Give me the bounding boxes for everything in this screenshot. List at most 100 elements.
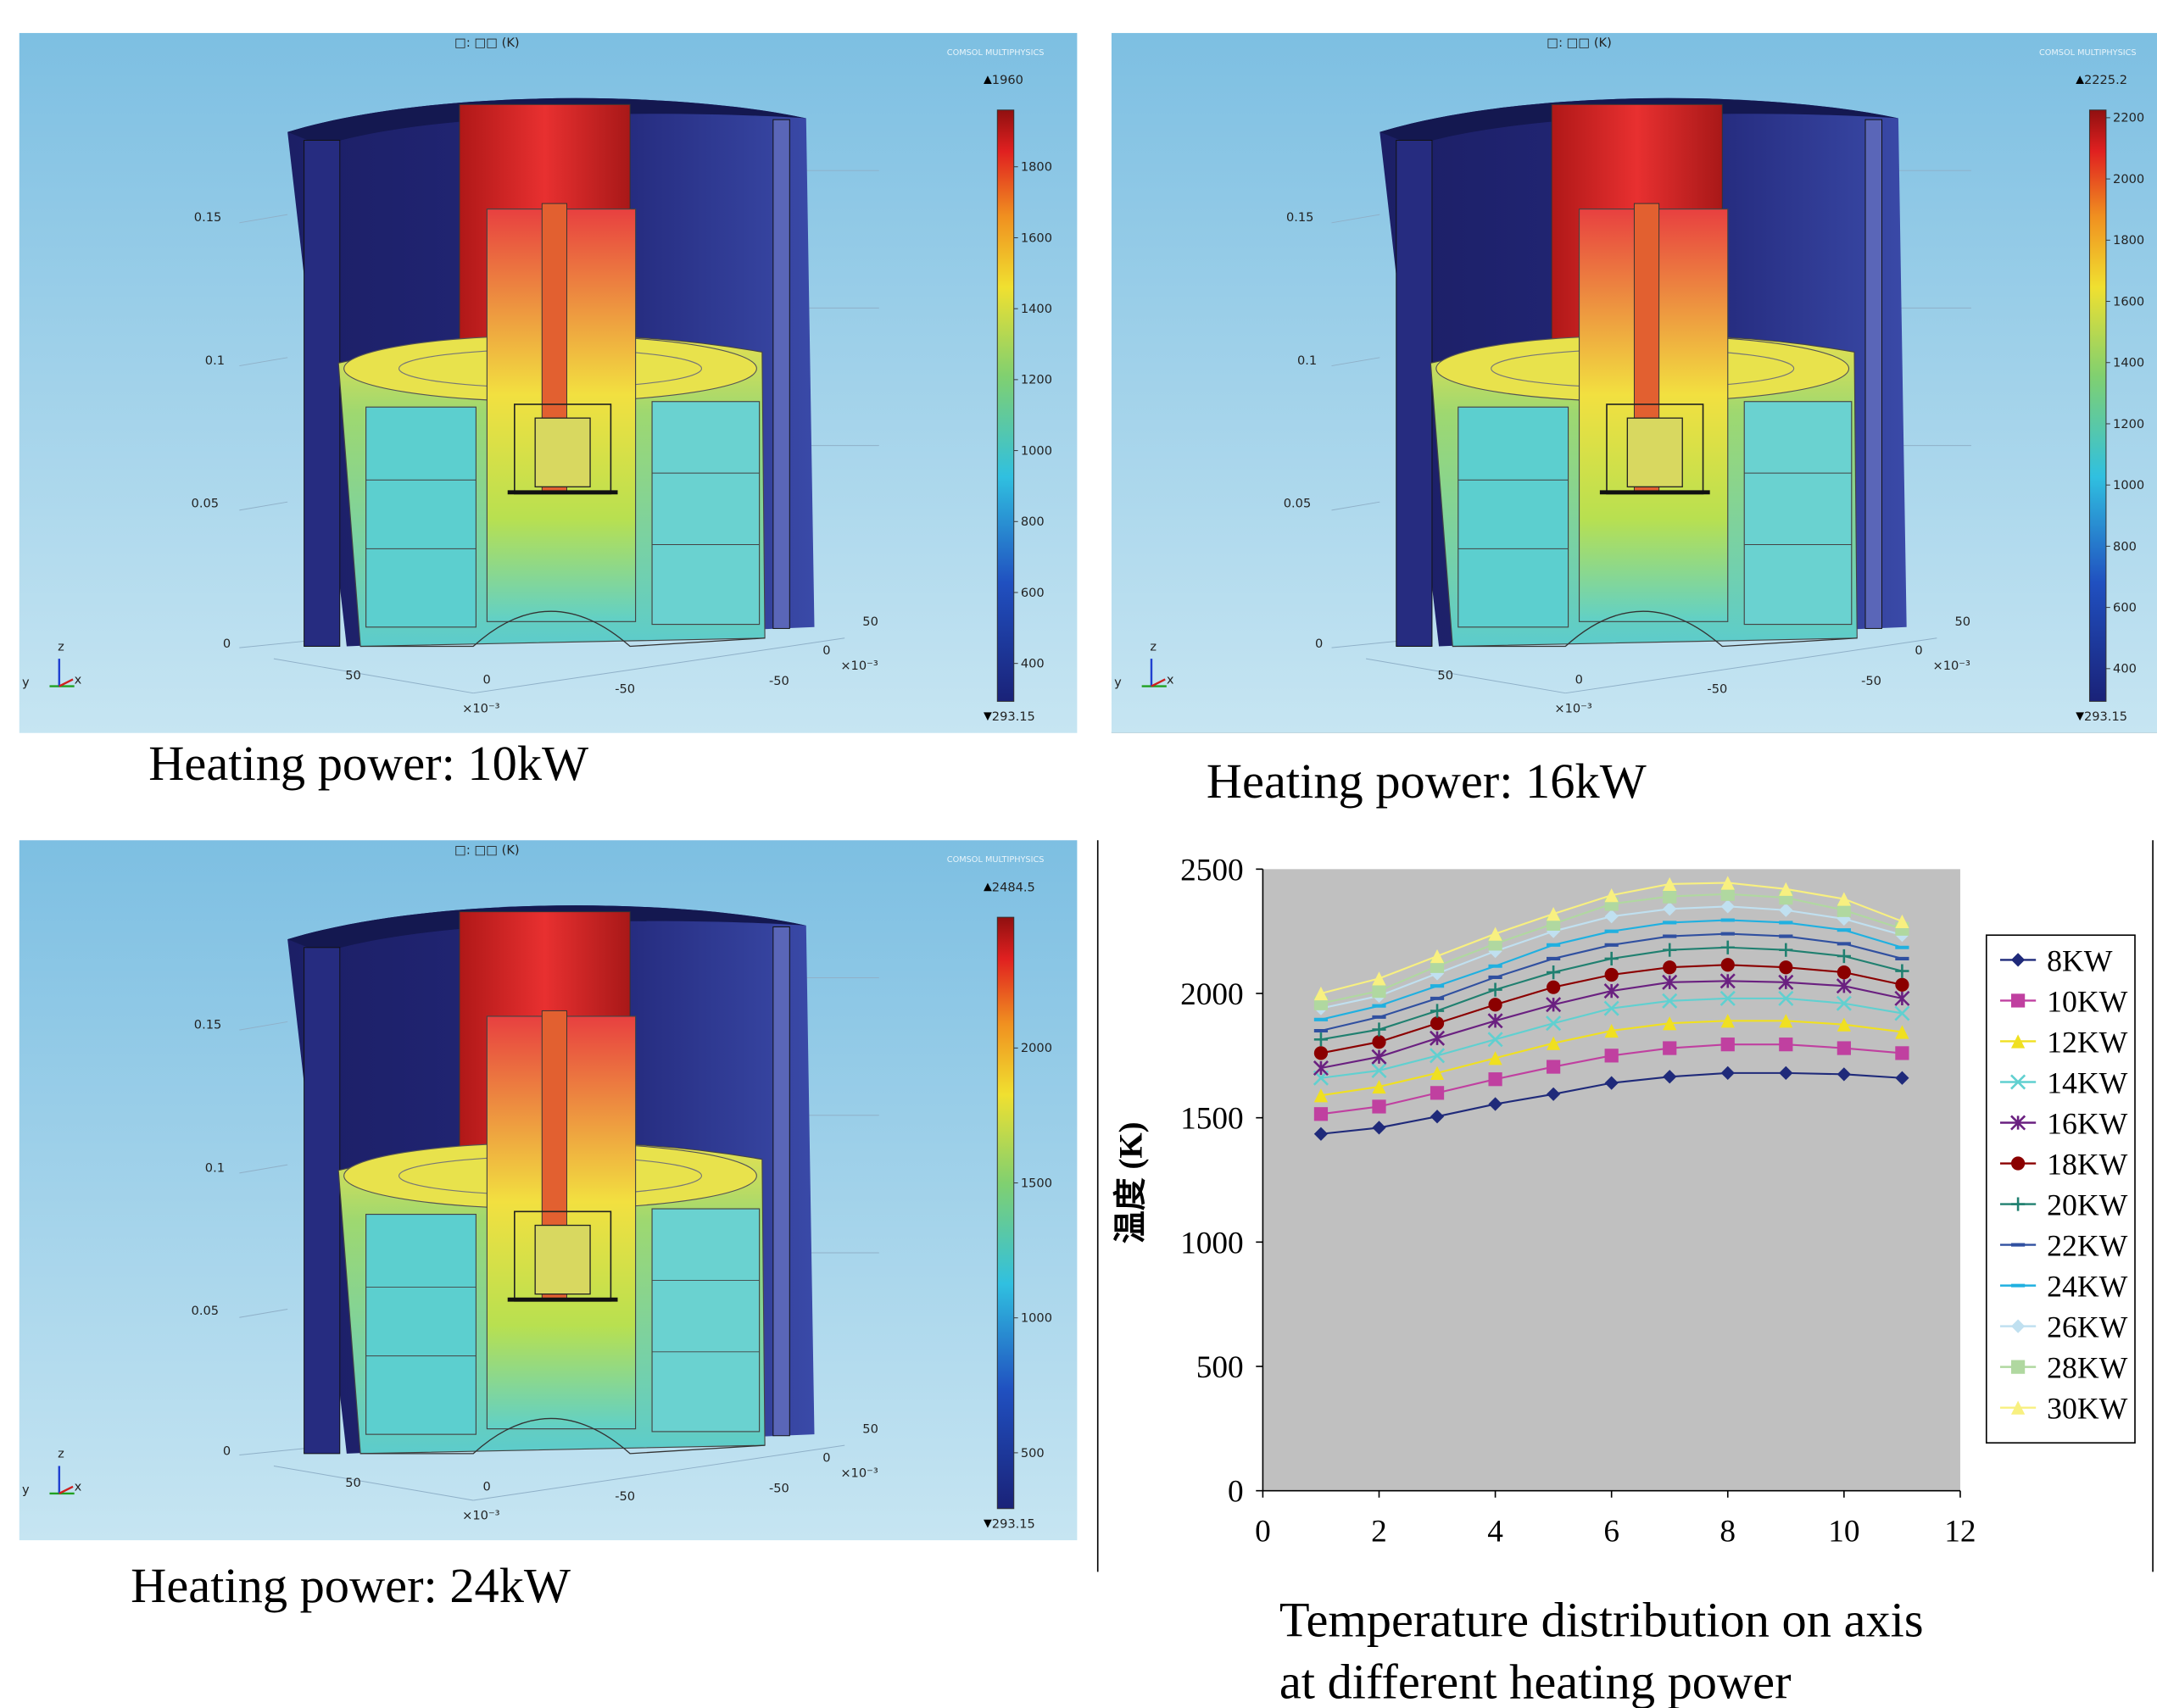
marker (1895, 977, 1909, 992)
marker (1604, 1023, 1619, 1038)
legend-label: 22KW (2047, 1229, 2127, 1263)
marker (1779, 1038, 1793, 1052)
legend-label: 10KW (2047, 984, 2127, 1018)
marker (1720, 899, 1735, 914)
axis-label: 0.05 (192, 1304, 220, 1318)
marker (1837, 1017, 1851, 1032)
plot-title: □: □□ (K) (454, 36, 520, 50)
simulation-image (1112, 33, 2157, 733)
axis-label: 50 (862, 615, 878, 629)
colorbar-tick-label: 800 (1021, 515, 1045, 529)
max-marker (984, 882, 992, 892)
marker (1604, 967, 1619, 982)
marker (1372, 1022, 1386, 1037)
y-tick-label: 0 (1228, 1475, 1244, 1510)
marker (1663, 960, 1677, 975)
marker (2010, 1197, 2026, 1211)
marker (1372, 1035, 1386, 1049)
marker (1719, 973, 1736, 989)
marker (1604, 909, 1619, 924)
y-tick-label: 2000 (1180, 977, 1244, 1012)
axis-label: 0 (483, 1480, 491, 1494)
simulation-panel: □: □□ (K) COMSOL MULTIPHYSICS 1960 293.15 40… (20, 33, 1078, 733)
marker (2010, 1034, 2026, 1049)
colorbar-tick-label: 1000 (1021, 443, 1052, 458)
min-marker (984, 712, 992, 721)
axis-label: 0 (1915, 643, 1922, 658)
axis-label: 0 (223, 1444, 231, 1458)
colorbar-tick-label: 600 (1021, 586, 1045, 600)
colorbar (2088, 109, 2107, 702)
marker (1604, 1049, 1619, 1063)
marker (1663, 876, 1677, 892)
marker (1313, 1032, 1329, 1047)
axis-label: -50 (615, 682, 635, 697)
axis-label: 50 (345, 1476, 361, 1490)
marker (1371, 1062, 1387, 1078)
marker (1547, 1036, 1561, 1050)
marker (1836, 995, 1852, 1011)
legend-label: 20KW (2047, 1188, 2127, 1222)
triad-label: y (22, 676, 30, 690)
marker (1663, 1041, 1677, 1055)
marker (1546, 997, 1562, 1013)
marker (1488, 982, 1502, 997)
simulation-image (20, 840, 1078, 1540)
marker (2010, 1400, 2026, 1415)
colorbar (996, 916, 1015, 1510)
axis-label: 50 (1954, 615, 1970, 629)
marker (1663, 902, 1677, 916)
colorbar-tick-label: 1000 (1021, 1311, 1052, 1326)
marker (1778, 974, 1794, 990)
marker (1837, 903, 1851, 917)
marker (1663, 1016, 1677, 1031)
marker (1430, 1016, 1445, 1031)
marker (1895, 914, 1909, 929)
colorbar-tick-label: 1800 (2113, 233, 2144, 248)
marker (1488, 1072, 1502, 1087)
colorbar-min: 293.15 (992, 1516, 1035, 1531)
caption: Heating power: 24kW (131, 1558, 571, 1613)
marker (1778, 990, 1794, 1006)
axis-label: -50 (1707, 682, 1727, 697)
marker (1313, 986, 1329, 1001)
marker (1547, 1087, 1561, 1101)
marker (1894, 990, 1910, 1006)
marker (1546, 1015, 1562, 1032)
chart-caption: Temperature distribution on axis (1279, 1593, 1924, 1648)
axis-label: 0 (483, 672, 491, 687)
marker (1779, 960, 1793, 975)
colorbar (996, 109, 1015, 702)
marker (1720, 1065, 1735, 1080)
axis-label: 0 (822, 1451, 830, 1466)
y-tick-label: 1500 (1180, 1102, 1244, 1137)
marker (1895, 1025, 1909, 1039)
marker (2010, 1156, 2026, 1171)
axis-label: 0.15 (1286, 210, 1314, 225)
chart-caption: at different heating power (1279, 1655, 1792, 1708)
marker (1313, 1107, 1329, 1121)
axis-label: -50 (615, 1489, 635, 1504)
axis-label: 0 (1315, 637, 1323, 651)
marker (1547, 1060, 1561, 1074)
colorbar-min: 293.15 (2084, 709, 2127, 724)
marker (1837, 1041, 1851, 1055)
x-tick-label: 2 (1371, 1515, 1387, 1549)
axis-label: 50 (1437, 668, 1453, 682)
marker (1720, 958, 1735, 972)
colorbar-max: 2484.5 (992, 880, 1035, 894)
colorbar-max: 1960 (992, 73, 1023, 87)
colorbar-tick-label: 2000 (2113, 172, 2144, 186)
marker (1430, 1086, 1445, 1100)
marker (2010, 1115, 2026, 1131)
y-tick-label: 1000 (1180, 1226, 1244, 1260)
marker (1662, 974, 1678, 990)
marker (1547, 907, 1561, 921)
legend-label: 26KW (2047, 1310, 2127, 1344)
colorbar-tick-label: 400 (1021, 657, 1045, 671)
axis-label: 0.15 (194, 210, 221, 225)
x-tick-label: 12 (1944, 1515, 1976, 1549)
marker (2010, 1360, 2026, 1374)
marker (1313, 1046, 1329, 1060)
